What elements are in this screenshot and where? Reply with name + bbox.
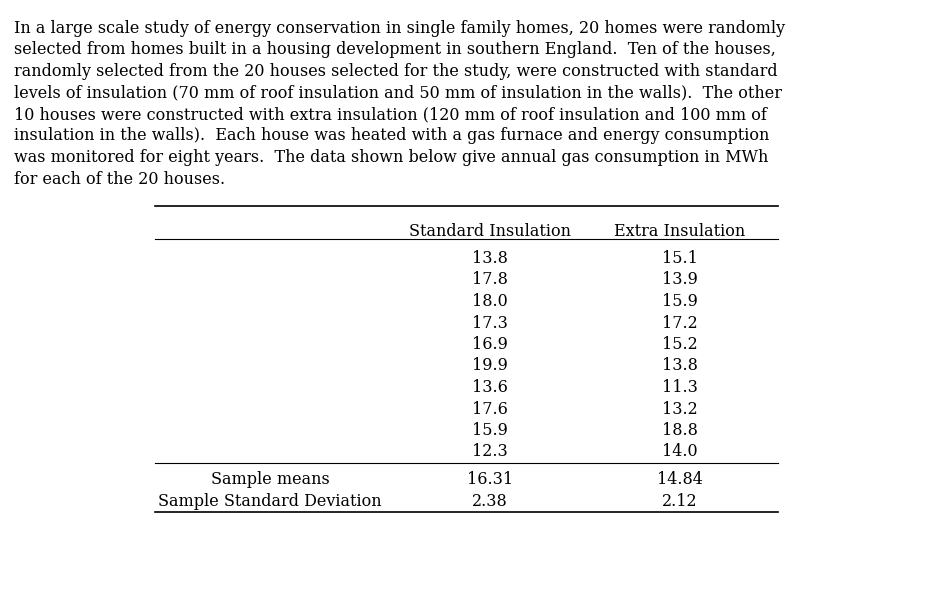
Text: 18.8: 18.8 bbox=[662, 422, 698, 439]
Text: 2.38: 2.38 bbox=[472, 492, 508, 510]
Text: 10 houses were constructed with extra insulation (120 mm of roof insulation and : 10 houses were constructed with extra in… bbox=[14, 106, 767, 123]
Text: 2.12: 2.12 bbox=[662, 492, 698, 510]
Text: 13.8: 13.8 bbox=[472, 250, 508, 267]
Text: insulation in the walls).  Each house was heated with a gas furnace and energy c: insulation in the walls). Each house was… bbox=[14, 128, 770, 144]
Text: Extra Insulation: Extra Insulation bbox=[615, 223, 745, 240]
Text: 19.9: 19.9 bbox=[472, 358, 508, 374]
Text: 17.8: 17.8 bbox=[472, 271, 508, 289]
Text: 15.1: 15.1 bbox=[662, 250, 698, 267]
Text: 12.3: 12.3 bbox=[472, 444, 508, 460]
Text: selected from homes built in a housing development in southern England.  Ten of : selected from homes built in a housing d… bbox=[14, 42, 776, 58]
Text: 13.6: 13.6 bbox=[472, 379, 508, 396]
Text: 15.9: 15.9 bbox=[472, 422, 508, 439]
Text: 18.0: 18.0 bbox=[472, 293, 508, 310]
Text: 17.6: 17.6 bbox=[472, 400, 508, 418]
Text: In a large scale study of energy conservation in single family homes, 20 homes w: In a large scale study of energy conserv… bbox=[14, 20, 785, 37]
Text: Sample means: Sample means bbox=[211, 471, 330, 488]
Text: randomly selected from the 20 houses selected for the study, were constructed wi: randomly selected from the 20 houses sel… bbox=[14, 63, 778, 80]
Text: 17.3: 17.3 bbox=[472, 314, 508, 331]
Text: for each of the 20 houses.: for each of the 20 houses. bbox=[14, 170, 225, 188]
Text: 16.31: 16.31 bbox=[467, 471, 513, 488]
Text: 15.9: 15.9 bbox=[662, 293, 698, 310]
Text: was monitored for eight years.  The data shown below give annual gas consumption: was monitored for eight years. The data … bbox=[14, 149, 769, 166]
Text: 11.3: 11.3 bbox=[662, 379, 698, 396]
Text: Standard Insulation: Standard Insulation bbox=[409, 223, 571, 240]
Text: 15.2: 15.2 bbox=[662, 336, 698, 353]
Text: 17.2: 17.2 bbox=[662, 314, 698, 331]
Text: 16.9: 16.9 bbox=[472, 336, 508, 353]
Text: 14.84: 14.84 bbox=[657, 471, 703, 488]
Text: 13.2: 13.2 bbox=[662, 400, 698, 418]
Text: 13.9: 13.9 bbox=[662, 271, 698, 289]
Text: 14.0: 14.0 bbox=[662, 444, 698, 460]
Text: levels of insulation (70 mm of roof insulation and 50 mm of insulation in the wa: levels of insulation (70 mm of roof insu… bbox=[14, 84, 782, 102]
Text: Sample Standard Deviation: Sample Standard Deviation bbox=[158, 492, 382, 510]
Text: 13.8: 13.8 bbox=[662, 358, 698, 374]
